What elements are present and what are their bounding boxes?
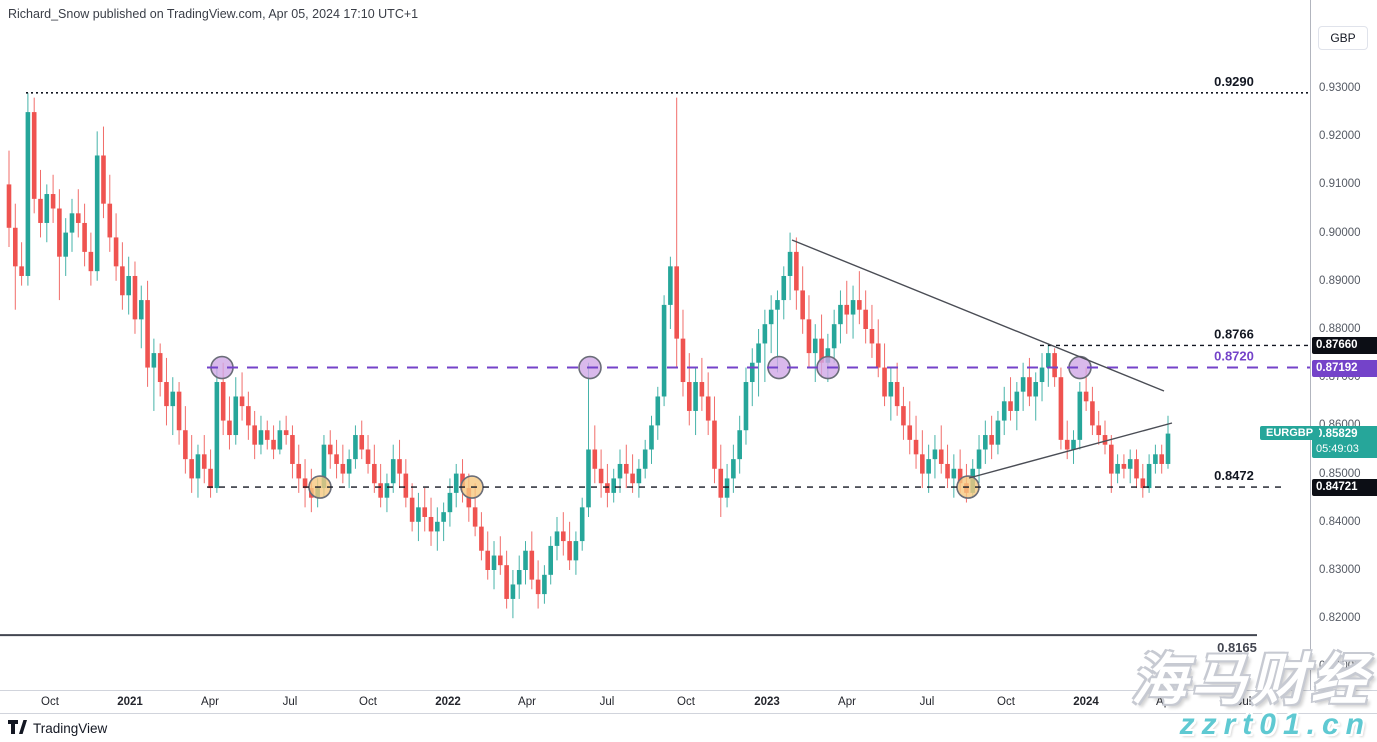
price-badge: 0.84721 bbox=[1312, 479, 1377, 497]
footer: TradingView bbox=[8, 716, 107, 740]
price-tick: 0.91000 bbox=[1319, 178, 1361, 191]
time-tick: 2022 bbox=[435, 696, 461, 708]
price-badge: 0.87660 bbox=[1312, 337, 1377, 355]
price-tick: 0.85000 bbox=[1319, 467, 1361, 480]
trendline-2[interactable] bbox=[968, 422, 1173, 479]
price-tick: 0.83000 bbox=[1319, 564, 1361, 576]
time-tick: Oct bbox=[41, 696, 59, 708]
price-tick: 0.89000 bbox=[1319, 274, 1361, 287]
price-tick: 0.84000 bbox=[1319, 515, 1361, 528]
symbol-price-tag: EURGBP bbox=[1260, 425, 1320, 440]
level-label-0.8766: 0.8766 bbox=[1214, 326, 1254, 341]
price-tick: 0.81000 bbox=[1319, 660, 1361, 673]
time-tick: Jul bbox=[282, 696, 298, 708]
trendline-1[interactable] bbox=[791, 239, 1165, 392]
level-label-0.8720: 0.8720 bbox=[1214, 349, 1254, 364]
price-tick: 0.90000 bbox=[1319, 226, 1361, 239]
time-tick: Apr bbox=[838, 696, 856, 708]
time-tick: 2021 bbox=[117, 696, 143, 708]
price-tick: 0.82000 bbox=[1319, 612, 1361, 625]
price-tick: 0.92000 bbox=[1319, 130, 1361, 143]
time-tick: Jul bbox=[1236, 696, 1252, 708]
candles-layer bbox=[6, 92, 1171, 619]
time-tick: 2024 bbox=[1073, 696, 1099, 708]
time-tick: Apr bbox=[1156, 696, 1174, 708]
price-badge: 0.85829 05:49:03 bbox=[1312, 425, 1377, 458]
time-axis[interactable]: Oct 2021 Apr Jul Oct 2022 Apr Jul Oct 2023 Apr Jul O… bbox=[0, 690, 1377, 714]
time-tick: 2023 bbox=[754, 696, 780, 708]
tradingview-brand-text[interactable]: TradingView bbox=[33, 720, 108, 736]
price-tick: 0.88000 bbox=[1319, 323, 1361, 335]
price-axis[interactable]: GBP 0.93000 0.92000 0.91000 0.90000 0.89000 0… bbox=[1310, 0, 1377, 712]
level-label-0.9290: 0.9290 bbox=[1214, 74, 1254, 89]
time-tick: Oct bbox=[359, 696, 377, 708]
time-tick: Jul bbox=[599, 696, 615, 708]
level-label-0.8165: 0.8165 bbox=[1217, 640, 1257, 655]
level-label-0.8472: 0.8472 bbox=[1214, 468, 1254, 483]
time-tick: Apr bbox=[201, 696, 219, 708]
tradingview-logo-icon[interactable] bbox=[8, 719, 27, 737]
publish-line: Richard_Snow published on TradingView.co… bbox=[8, 7, 419, 21]
time-tick: Oct bbox=[997, 696, 1015, 708]
candlestick-chart[interactable]: 0.9290 0.8766 0.8720 0.8472 0.8165 bbox=[0, 0, 1310, 690]
price-badge: 0.87192 bbox=[1312, 359, 1377, 377]
time-tick: Oct bbox=[677, 696, 695, 708]
time-tick: Jul bbox=[919, 696, 935, 708]
currency-button[interactable]: GBP bbox=[1318, 26, 1368, 50]
time-tick: Apr bbox=[518, 696, 536, 708]
price-tick: 0.93000 bbox=[1319, 82, 1361, 94]
